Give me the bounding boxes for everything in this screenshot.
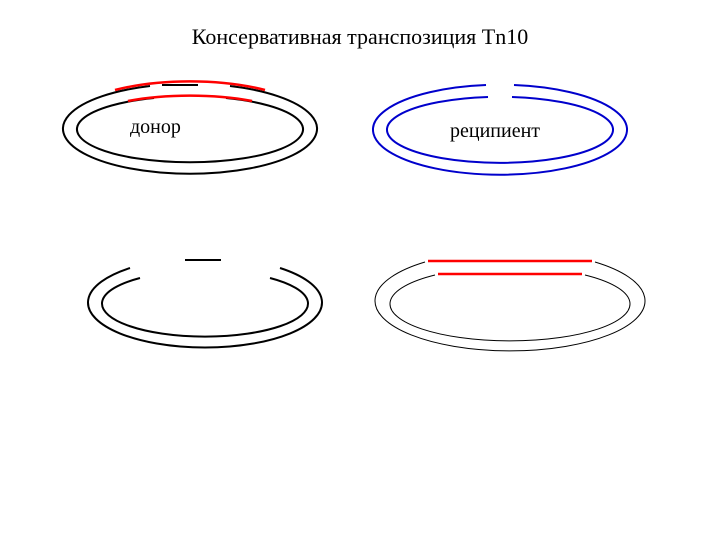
recipient-plasmid-bottom bbox=[375, 261, 645, 351]
diagram-canvas bbox=[0, 0, 720, 540]
donor-plasmid-bottom bbox=[88, 260, 322, 348]
donor-plasmid-top bbox=[63, 81, 317, 173]
recipient-label: реципиент bbox=[450, 120, 540, 143]
donor-label: донор bbox=[130, 116, 181, 139]
